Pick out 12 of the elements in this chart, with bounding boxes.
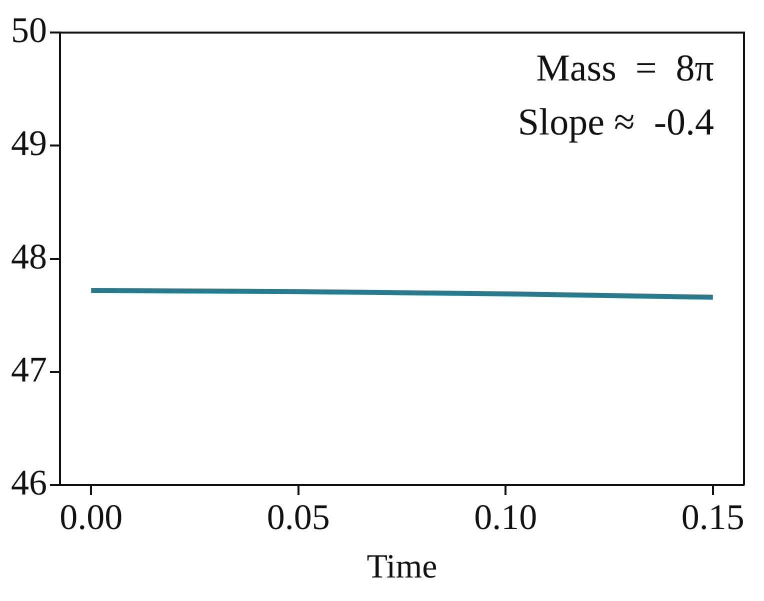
x-tick-label: 0.05 [266,497,330,538]
x-tick-label: 0.10 [474,497,538,538]
x-axis-title: Time [366,548,438,586]
x-tick-label: 0.00 [60,497,123,538]
y-tick-label: 47 [11,349,47,390]
y-tick-label: 50 [11,10,47,50]
annotation: Mass = 8π [536,48,714,90]
y-tick-label: 49 [11,123,47,164]
y-tick-label: 48 [11,236,47,276]
y-tick-label: 46 [11,462,47,502]
x-tick-label: 0.15 [681,497,744,538]
annotation: Slope ≈ -0.4 [518,102,714,144]
